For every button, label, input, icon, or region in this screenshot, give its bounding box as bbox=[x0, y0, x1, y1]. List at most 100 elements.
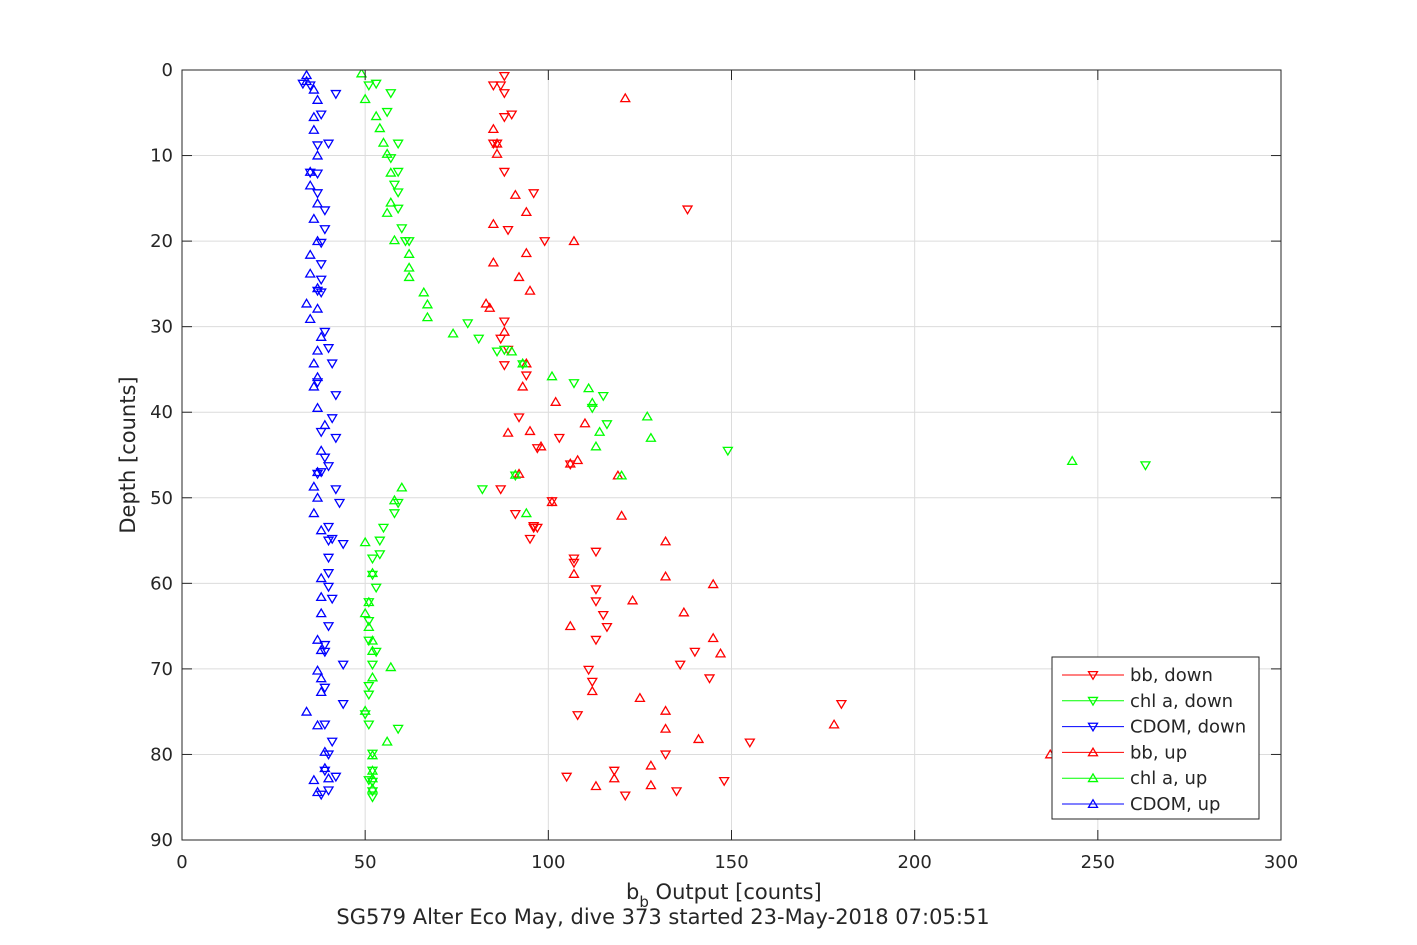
data-point bbox=[374, 122, 386, 133]
data-point bbox=[322, 462, 335, 472]
data-point bbox=[487, 81, 500, 91]
data-point bbox=[304, 168, 316, 179]
data-point bbox=[586, 403, 598, 414]
data-point bbox=[476, 485, 489, 495]
data-point bbox=[487, 123, 500, 134]
data-point bbox=[337, 699, 349, 710]
data-point bbox=[502, 225, 514, 236]
data-point bbox=[300, 298, 313, 308]
data-point bbox=[355, 70, 368, 78]
legend-item: bb, down bbox=[1062, 665, 1213, 686]
data-point bbox=[385, 167, 397, 177]
data-point bbox=[403, 237, 415, 247]
data-point bbox=[308, 124, 320, 134]
data-point bbox=[315, 260, 327, 270]
legend-item: chl a, up bbox=[1062, 768, 1207, 789]
data-point bbox=[615, 510, 628, 520]
data-point bbox=[388, 180, 401, 191]
data-point bbox=[377, 523, 390, 534]
data-point bbox=[381, 736, 393, 746]
legend-item: CDOM, down bbox=[1062, 717, 1246, 738]
series-3 bbox=[480, 92, 1056, 791]
data-point bbox=[363, 596, 375, 607]
data-point bbox=[304, 179, 316, 190]
data-point bbox=[528, 521, 540, 532]
data-point bbox=[377, 137, 390, 147]
y-axis-label: Depth [counts] bbox=[116, 376, 140, 533]
data-point bbox=[447, 327, 459, 338]
legend-label: chl a, up bbox=[1130, 768, 1207, 789]
data-point bbox=[300, 706, 313, 716]
data-point bbox=[568, 558, 580, 569]
data-point bbox=[315, 607, 327, 618]
data-point bbox=[659, 570, 672, 581]
data-point bbox=[381, 148, 393, 158]
data-point bbox=[311, 371, 324, 382]
data-point bbox=[308, 481, 320, 491]
data-point bbox=[374, 536, 386, 547]
data-point bbox=[608, 766, 620, 777]
data-point bbox=[319, 225, 331, 235]
data-point bbox=[315, 672, 327, 683]
legend-marker bbox=[1087, 722, 1099, 733]
data-point bbox=[315, 524, 327, 535]
data-point bbox=[421, 298, 434, 309]
data-point bbox=[601, 420, 613, 430]
data-point bbox=[586, 677, 598, 688]
data-point bbox=[322, 344, 335, 354]
data-point bbox=[703, 674, 716, 684]
data-point bbox=[546, 496, 558, 507]
data-points bbox=[297, 70, 1152, 803]
data-point bbox=[502, 427, 514, 437]
data-point bbox=[363, 776, 375, 786]
data-point bbox=[593, 426, 606, 436]
data-point bbox=[498, 113, 511, 123]
data-point bbox=[498, 167, 511, 178]
data-point bbox=[520, 371, 532, 381]
data-point bbox=[366, 793, 379, 803]
data-point bbox=[311, 345, 324, 355]
data-point bbox=[396, 224, 408, 234]
data-point bbox=[498, 361, 511, 371]
data-point bbox=[370, 647, 382, 658]
data-point bbox=[359, 705, 371, 715]
series-5 bbox=[300, 70, 335, 797]
data-point bbox=[568, 379, 580, 389]
data-point bbox=[322, 536, 335, 547]
data-point bbox=[304, 268, 316, 278]
data-point bbox=[396, 481, 408, 492]
data-point bbox=[659, 705, 672, 715]
data-point bbox=[319, 206, 331, 216]
data-point bbox=[462, 319, 474, 329]
data-point bbox=[385, 89, 397, 99]
data-point bbox=[714, 647, 727, 658]
x-tick-label: 300 bbox=[1264, 852, 1298, 873]
data-point bbox=[366, 567, 379, 578]
data-point bbox=[586, 685, 598, 696]
data-point bbox=[319, 419, 331, 430]
data-point bbox=[828, 718, 840, 729]
data-point bbox=[370, 110, 382, 121]
data-point bbox=[601, 622, 613, 633]
data-point bbox=[308, 380, 320, 391]
data-point bbox=[330, 433, 342, 444]
data-point bbox=[707, 632, 719, 643]
data-point bbox=[311, 94, 324, 104]
data-point bbox=[330, 772, 342, 783]
data-point bbox=[330, 89, 342, 100]
data-point bbox=[572, 454, 584, 465]
data-point bbox=[689, 647, 701, 658]
data-point bbox=[359, 536, 371, 547]
data-point bbox=[403, 262, 415, 272]
data-point bbox=[337, 539, 349, 550]
data-point bbox=[366, 635, 379, 645]
data-point bbox=[315, 445, 327, 455]
data-point bbox=[333, 498, 346, 509]
data-point bbox=[315, 110, 327, 121]
data-point bbox=[1066, 455, 1078, 466]
data-point bbox=[366, 554, 379, 565]
data-point bbox=[319, 327, 331, 338]
data-point bbox=[421, 311, 434, 322]
data-point bbox=[517, 360, 529, 370]
data-point bbox=[645, 760, 657, 770]
